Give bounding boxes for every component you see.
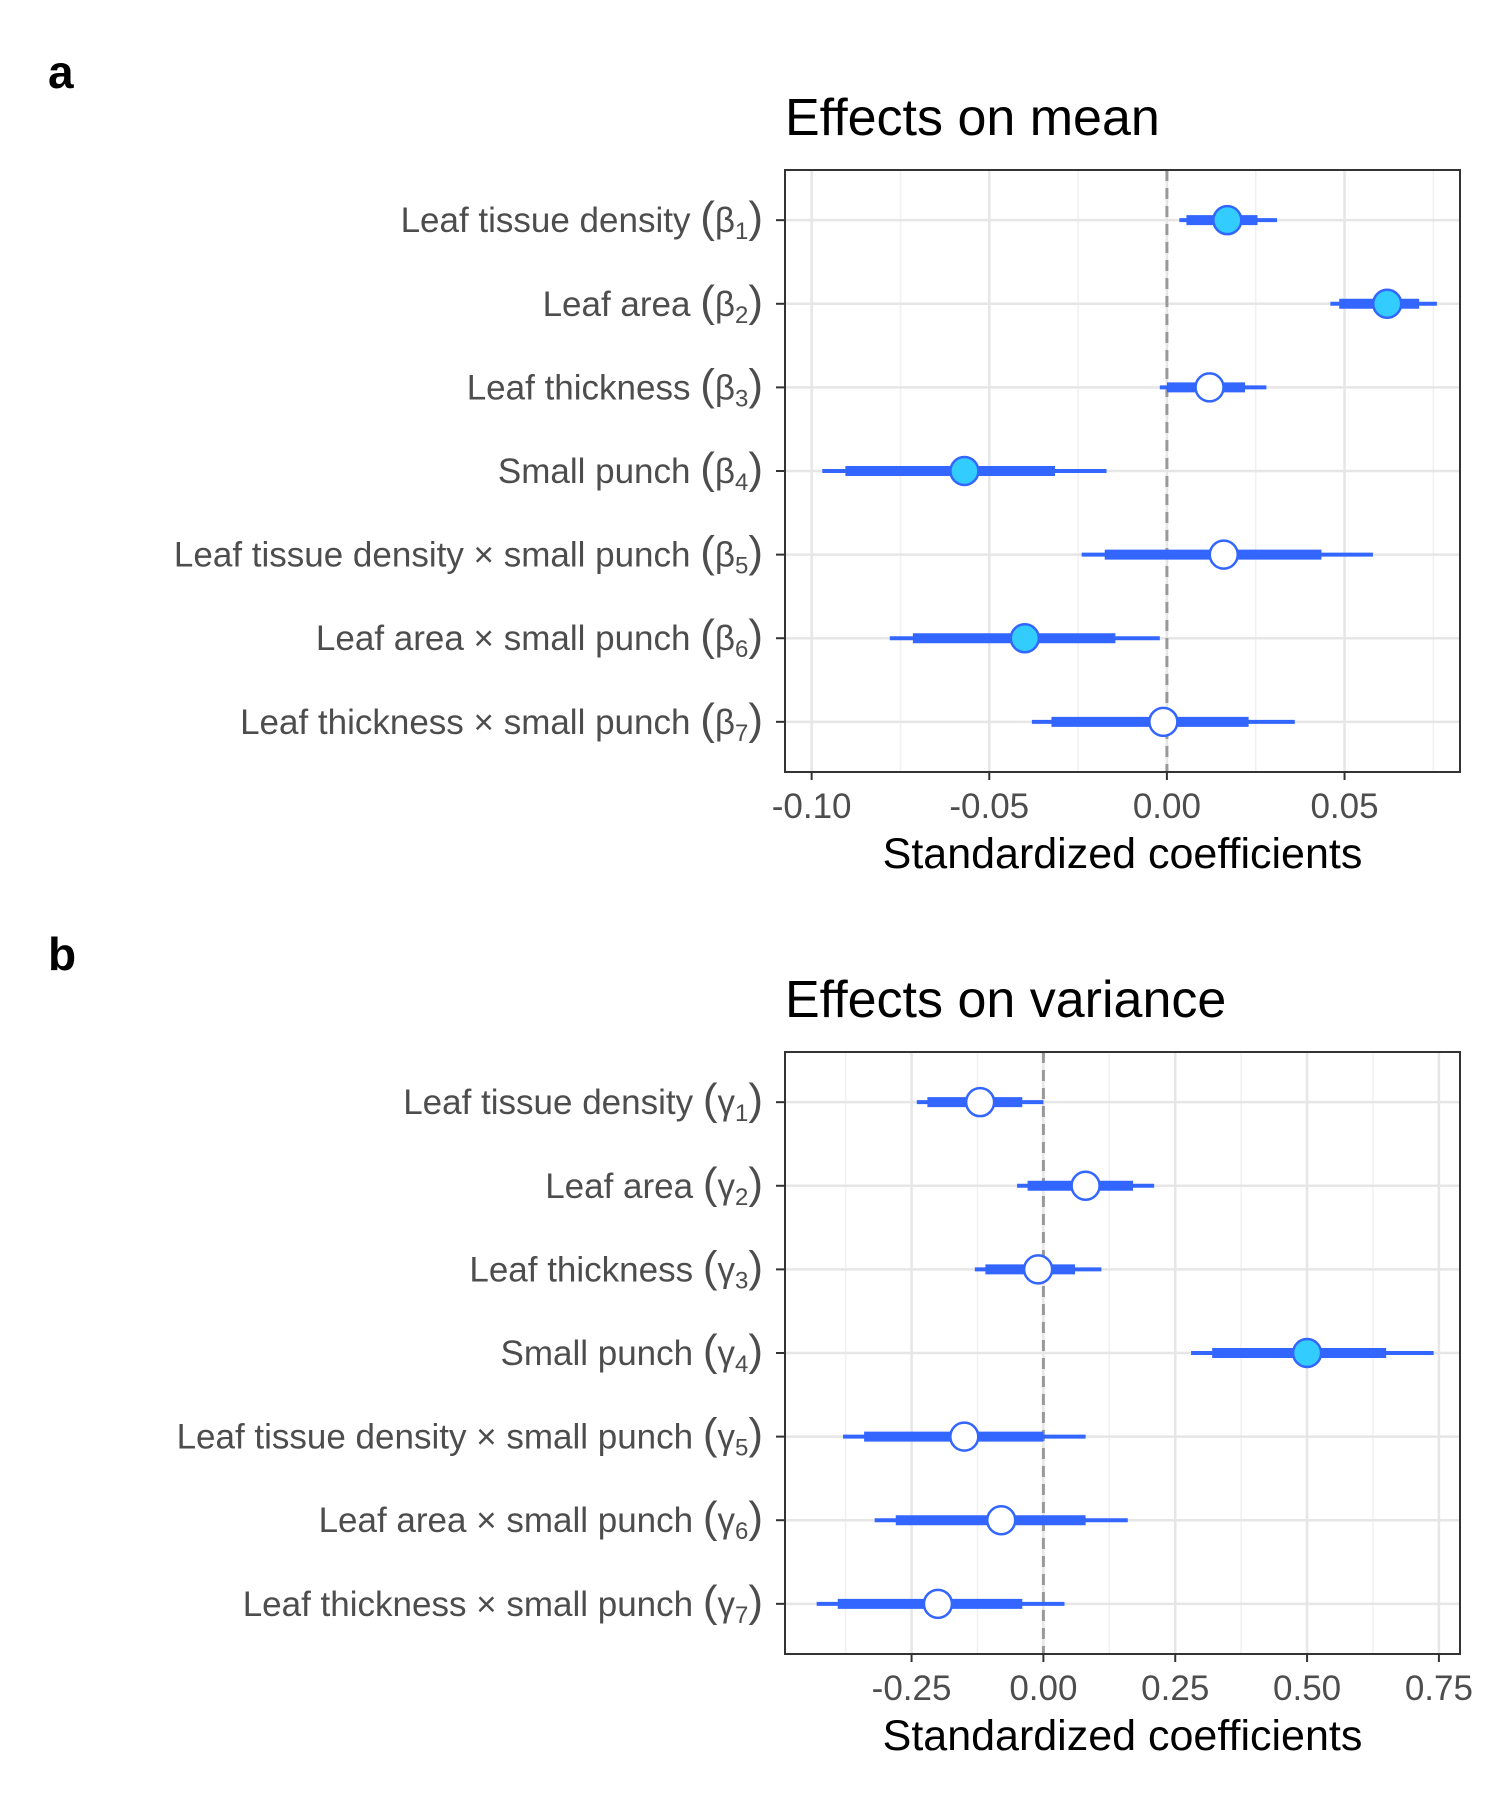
- row-label: Small punch (β4): [498, 444, 763, 496]
- estimate-point: [949, 455, 980, 487]
- row-label: Leaf area × small punch (β6): [316, 611, 763, 663]
- x-axis-title: Standardized coefficients: [883, 1712, 1363, 1760]
- estimate-point: [1070, 1170, 1101, 1202]
- x-tick-label: 0.25: [1141, 1669, 1209, 1708]
- plot-area: [785, 170, 1460, 772]
- x-tick-label: -0.25: [872, 1669, 952, 1708]
- panel-letter: a: [48, 46, 74, 98]
- row-label: Leaf area × small punch (γ6): [319, 1493, 763, 1545]
- panel-letter: b: [48, 928, 76, 980]
- row-label: Leaf tissue density (γ1): [403, 1075, 763, 1127]
- estimate-point: [1291, 1337, 1323, 1369]
- estimate-point: [1212, 204, 1243, 236]
- estimate-point: [985, 1504, 1017, 1536]
- row-label: Leaf thickness × small punch (γ7): [243, 1577, 763, 1629]
- x-tick-label: 0.50: [1273, 1669, 1341, 1708]
- row-label: Leaf area (β2): [543, 277, 763, 329]
- row-label: Leaf thickness × small punch (β7): [240, 695, 763, 747]
- estimate-point: [922, 1588, 954, 1620]
- estimate-point: [1148, 706, 1179, 738]
- row-label: Small punch (γ4): [501, 1326, 764, 1378]
- x-tick-label: -0.05: [949, 787, 1029, 826]
- panel-title: Effects on variance: [785, 971, 1226, 1029]
- estimate-point: [1371, 288, 1403, 320]
- estimate-point: [964, 1086, 996, 1118]
- panel-b: b Effects on variance Standardized coeff…: [48, 928, 1473, 1760]
- panel-title: Effects on mean: [785, 89, 1160, 147]
- row-label: Leaf tissue density × small punch (γ5): [177, 1410, 763, 1462]
- row-label: Leaf tissue density × small punch (β5): [174, 528, 763, 580]
- x-tick-label: 0.75: [1405, 1669, 1473, 1708]
- x-tick-label: 0.05: [1310, 787, 1378, 826]
- x-tick-label: -0.10: [772, 787, 852, 826]
- x-tick-label: 0.00: [1009, 1669, 1077, 1708]
- row-label: Leaf tissue density (β1): [401, 193, 763, 245]
- estimate-point: [1009, 622, 1041, 654]
- x-tick-label: 0.00: [1133, 787, 1201, 826]
- row-label: Leaf thickness (β3): [467, 360, 763, 412]
- x-axis-title: Standardized coefficients: [883, 830, 1363, 878]
- estimate-point: [1208, 539, 1239, 570]
- estimate-point: [1022, 1254, 1054, 1285]
- plot-area: [785, 1052, 1460, 1654]
- row-label: Leaf thickness (γ3): [469, 1242, 763, 1294]
- estimate-point: [1194, 372, 1225, 403]
- estimate-point: [949, 1421, 980, 1452]
- panel-a: a Effects on mean Standardized coefficie…: [48, 46, 1461, 878]
- row-label: Leaf area (γ2): [545, 1159, 763, 1211]
